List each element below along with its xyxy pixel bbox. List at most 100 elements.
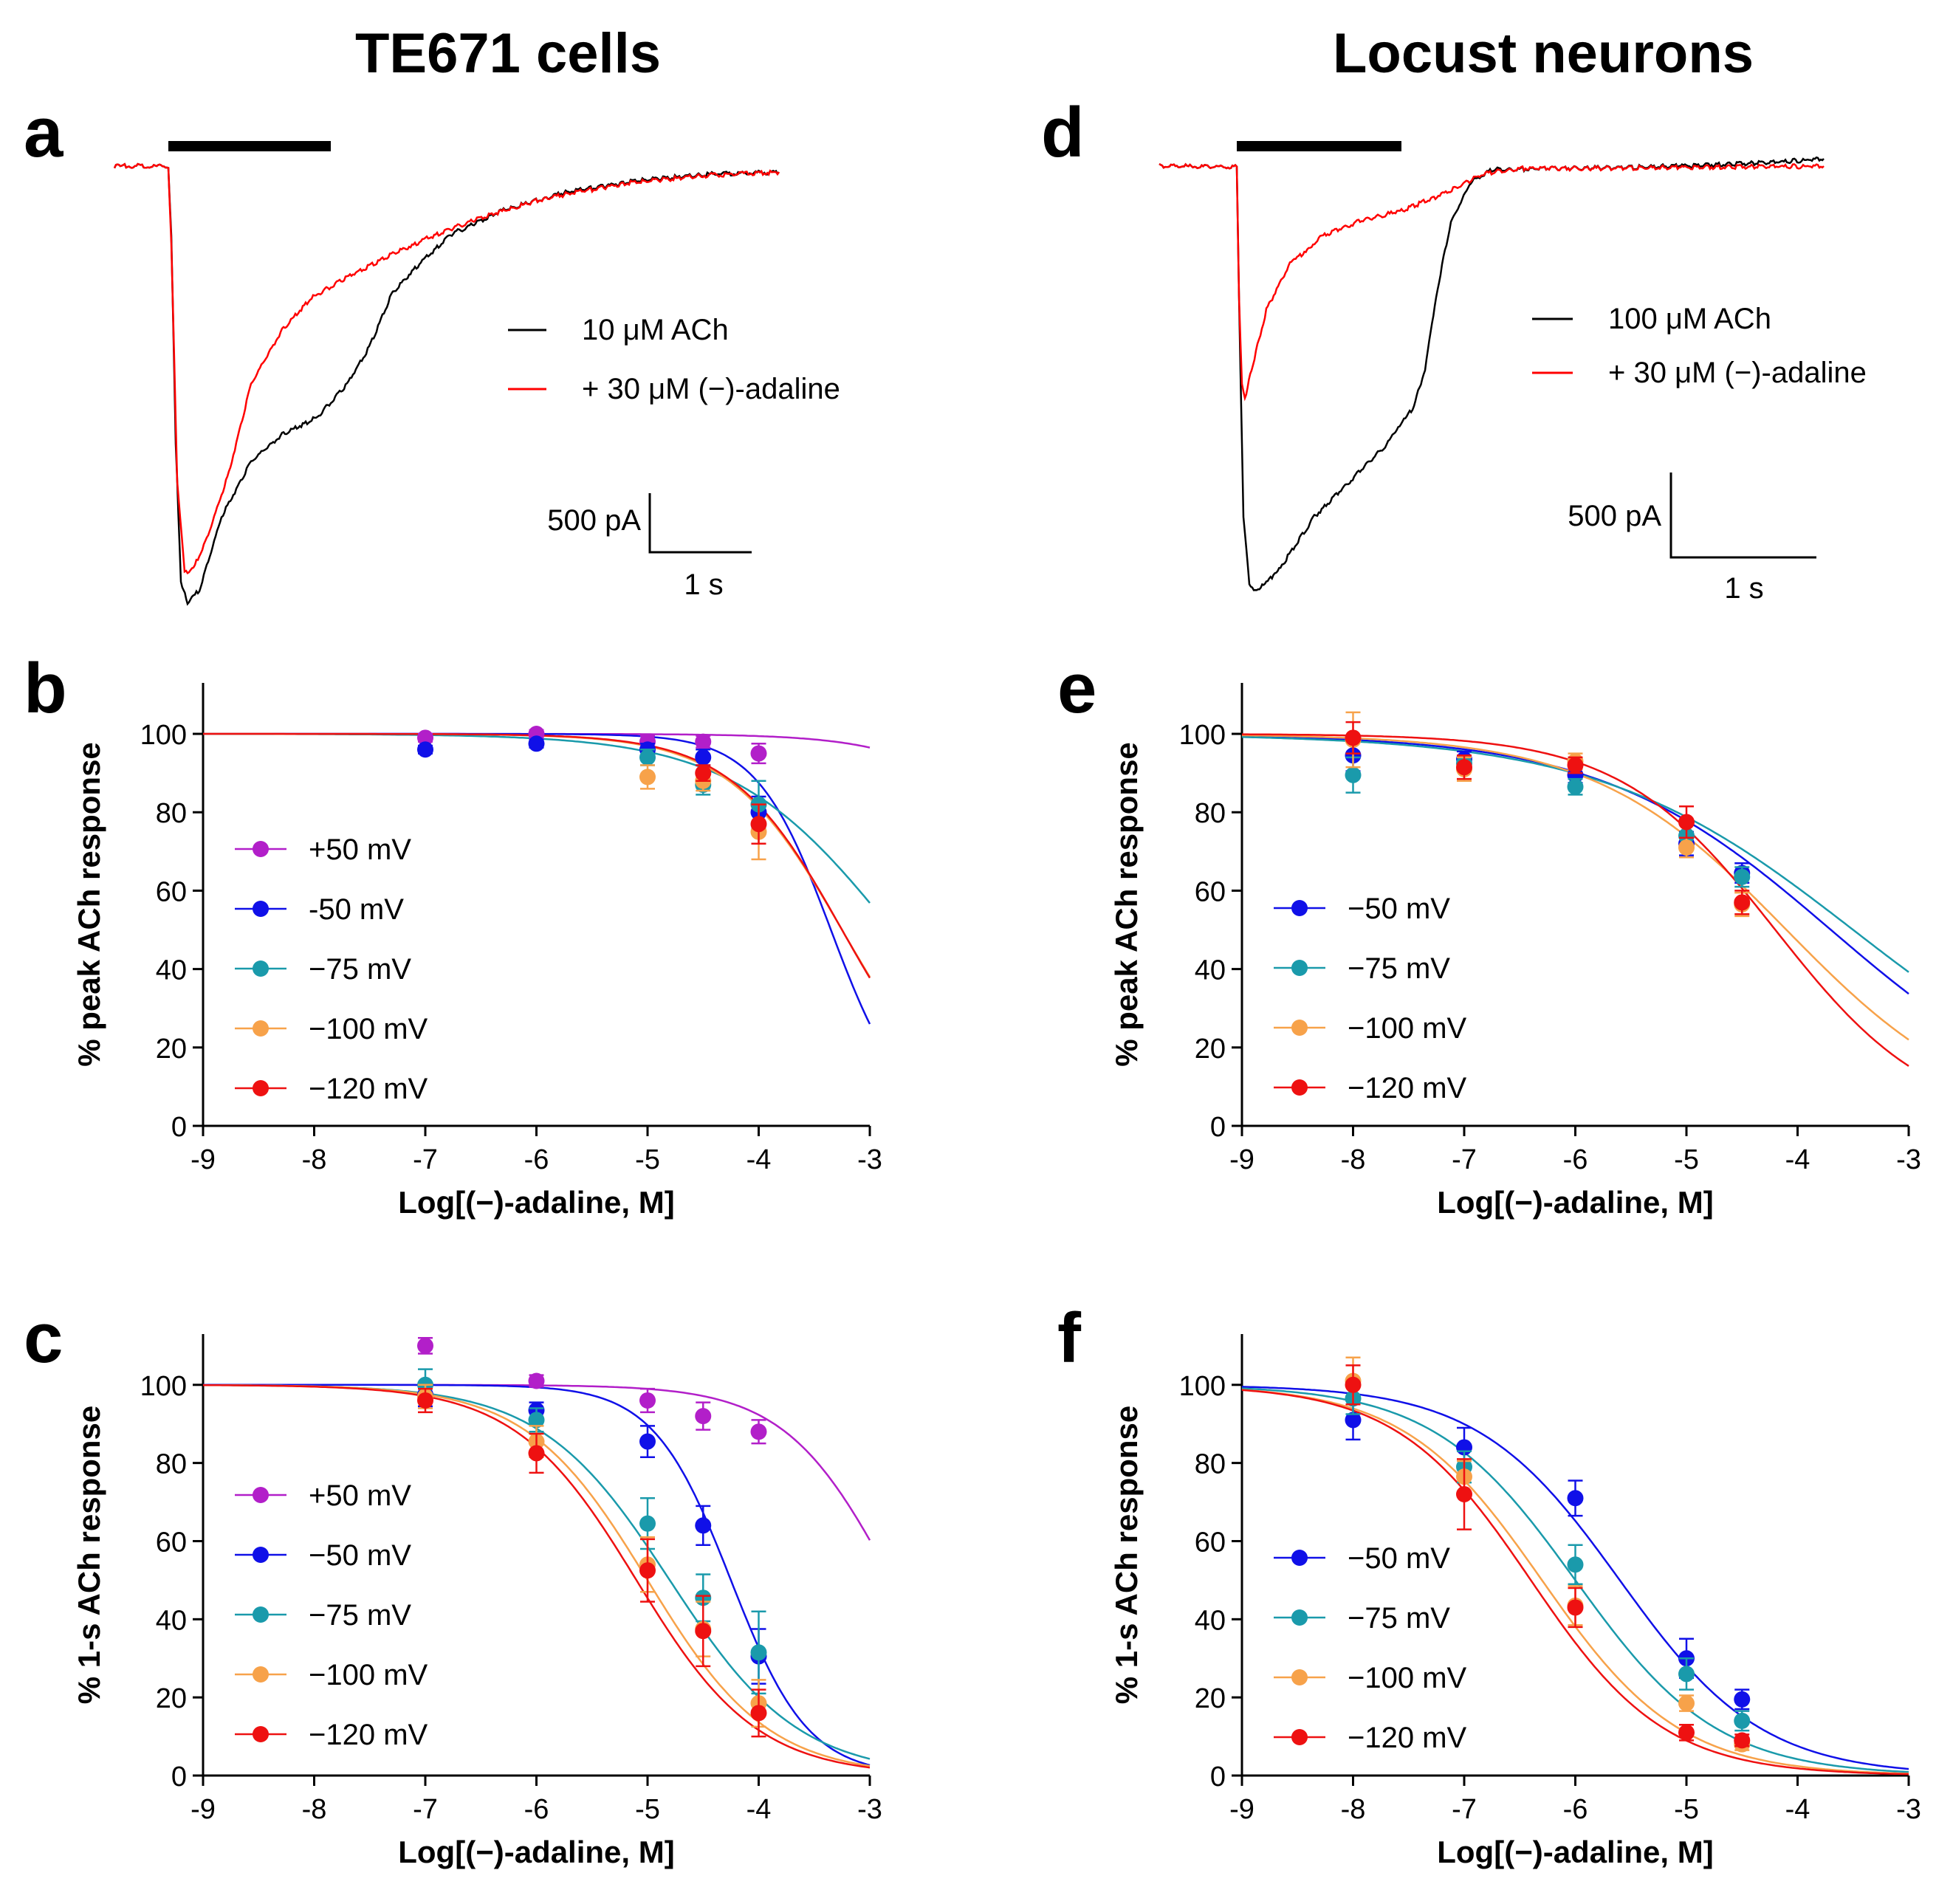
chart-c-1s-te671: 0 20 40 60 80 100 -9 -8 -7 -6 -5 -4 -3 Log[(−)-adalin… xyxy=(72,1334,882,1869)
trace-ach-control xyxy=(1159,156,1825,591)
y-tick-label: 80 xyxy=(1195,798,1226,829)
y-tick-label: 60 xyxy=(156,1527,187,1558)
x-tick-label: -6 xyxy=(1563,1144,1588,1175)
x-tick-label: -4 xyxy=(746,1794,772,1825)
legend-label: +50 mV xyxy=(309,1479,411,1512)
x-tick-label: -4 xyxy=(746,1144,772,1175)
x-tick-label: -5 xyxy=(635,1144,660,1175)
x-tick-label: -3 xyxy=(857,1794,882,1825)
x-tick-label: -6 xyxy=(524,1144,549,1175)
data-point xyxy=(1567,1599,1584,1616)
y-tick-label: 20 xyxy=(1195,1683,1226,1714)
y-tick-label: 60 xyxy=(1195,876,1226,907)
legend-label: −75 mV xyxy=(309,953,411,986)
y-tick-label: 0 xyxy=(1210,1112,1226,1143)
panel-label-e: e xyxy=(1057,649,1096,728)
legend-label-adaline: + 30 μM (−)-adaline xyxy=(1608,357,1867,389)
panel-label-d: d xyxy=(1041,93,1085,172)
legend-label-control: 100 μM ACh xyxy=(1608,303,1771,335)
x-tick-label: -3 xyxy=(1896,1794,1921,1825)
legend-marker xyxy=(253,1726,269,1742)
legend-marker xyxy=(253,1080,269,1096)
chart-b-peak-te671: 0 20 40 60 80 100 -9 -8 -7 -6 -5 -4 -3 Log[(−)-adalin… xyxy=(72,683,882,1220)
x-tick-label: -5 xyxy=(1674,1144,1699,1175)
y-axis-label: % peak ACh response xyxy=(72,742,106,1067)
data-point xyxy=(750,1705,767,1722)
y-tick-label: 100 xyxy=(140,1371,187,1402)
x-axis-label: Log[(−)-adaline, M] xyxy=(1437,1185,1713,1220)
scale-bar-current-label: 500 pA xyxy=(547,504,641,537)
x-tick-label: -7 xyxy=(413,1144,438,1175)
data-point xyxy=(528,1412,545,1429)
y-tick-label: 80 xyxy=(1195,1449,1226,1480)
panel-label-f: f xyxy=(1057,1299,1082,1378)
legend-marker xyxy=(253,901,269,917)
scale-bar-time-label: 1 s xyxy=(1724,572,1763,605)
data-point xyxy=(695,765,712,782)
data-point xyxy=(695,1623,712,1640)
data-point xyxy=(1456,759,1472,776)
x-tick-label: -9 xyxy=(1229,1794,1254,1825)
panel-label-a: a xyxy=(24,93,64,172)
panel-label-b: b xyxy=(24,649,67,728)
y-tick-label: 20 xyxy=(156,1683,187,1714)
data-point xyxy=(1734,894,1751,911)
data-point xyxy=(1456,1485,1472,1502)
data-point xyxy=(1678,1724,1695,1741)
trace-ach-adaline xyxy=(1159,162,1825,402)
data-point xyxy=(750,816,767,833)
y-axis-label: % peak ACh response xyxy=(1109,742,1144,1067)
legend-marker xyxy=(253,1547,269,1563)
legend-label: -50 mV xyxy=(309,893,404,926)
legend-marker xyxy=(253,1606,269,1623)
x-tick-label: -6 xyxy=(524,1794,549,1825)
y-tick-label: 20 xyxy=(156,1034,187,1065)
data-point xyxy=(639,1515,656,1532)
x-tick-label: -3 xyxy=(1896,1144,1921,1175)
legend-label: −100 mV xyxy=(1348,1012,1467,1045)
legend-marker xyxy=(1291,1609,1308,1626)
data-point xyxy=(639,1392,656,1409)
trace-panel-a: 10 μM ACh + 30 μM (−)-adaline 500 pA 1 s xyxy=(113,141,840,606)
legend-label-adaline: + 30 μM (−)-adaline xyxy=(582,373,840,405)
legend-marker xyxy=(253,1487,269,1503)
x-tick-label: -5 xyxy=(1674,1794,1699,1825)
data-point xyxy=(528,735,545,752)
y-tick-label: 60 xyxy=(156,876,187,907)
x-tick-label: -5 xyxy=(635,1794,660,1825)
data-point xyxy=(528,1445,545,1462)
data-point xyxy=(1678,1695,1695,1712)
x-tick-label: -8 xyxy=(1341,1794,1366,1825)
data-point xyxy=(1567,778,1584,795)
y-axis-label: % 1-s ACh response xyxy=(1109,1406,1144,1705)
y-tick-label: 20 xyxy=(1195,1034,1226,1065)
data-point xyxy=(695,1517,712,1534)
y-tick-label: 100 xyxy=(1179,720,1226,751)
chart-e-peak-locust: 0 20 40 60 80 100 -9 -8 -7 -6 -5 -4 -3 Log[(−)-adalin… xyxy=(1109,683,1921,1220)
data-point xyxy=(695,749,712,766)
data-point xyxy=(1678,1666,1695,1683)
x-tick-label: -8 xyxy=(1341,1144,1366,1175)
x-axis-label: Log[(−)-adaline, M] xyxy=(398,1835,674,1869)
fit-curve xyxy=(203,732,871,977)
x-tick-label: -3 xyxy=(857,1144,882,1175)
x-tick-label: -7 xyxy=(1452,1144,1477,1175)
legend-marker xyxy=(253,960,269,977)
y-tick-label: 80 xyxy=(156,1449,187,1480)
y-tick-label: 40 xyxy=(156,955,187,986)
y-tick-label: 0 xyxy=(171,1762,187,1793)
data-point xyxy=(695,733,712,750)
data-point xyxy=(750,1644,767,1661)
legend-label: −75 mV xyxy=(1348,1602,1450,1635)
data-point xyxy=(639,769,656,786)
column-title-te671: TE671 cells xyxy=(355,22,661,85)
legend-label: −75 mV xyxy=(1348,952,1450,985)
data-point xyxy=(750,1423,767,1440)
column-title-locust: Locust neurons xyxy=(1333,22,1754,85)
x-tick-label: -9 xyxy=(191,1144,216,1175)
scale-bar xyxy=(648,493,752,554)
panel-label-c: c xyxy=(24,1299,63,1378)
legend-marker xyxy=(253,841,269,857)
data-point xyxy=(1345,1412,1362,1429)
